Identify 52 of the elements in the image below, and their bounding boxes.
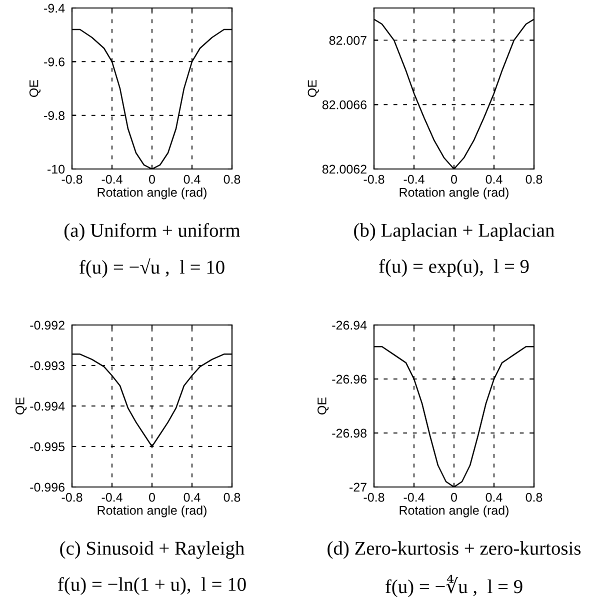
x-tick-label: -0.8 [62,174,82,184]
x-tick-label: -0.4 [102,174,122,184]
y-tick-label: -26.98 [332,428,367,438]
x-tick-label: 0 [451,492,457,502]
y-tick-label: -0.996 [30,482,65,492]
x-tick-label: 0.8 [224,492,240,502]
x-tick-label: -0.8 [364,492,384,502]
y-axis-title: QE [308,80,319,97]
x-tick-label: 0.4 [184,492,200,502]
x-tick-label: 0 [149,492,155,502]
x-tick-label: -0.4 [404,174,424,184]
x-tick-label: -0.8 [364,174,384,184]
x-tick-label: -0.8 [62,492,82,502]
text: f(u) = −√u , l = 10 [80,258,224,278]
x-tick-label: 0.4 [486,492,502,502]
y-tick-label: -0.994 [30,402,65,411]
y-tick-label: -9.4 [44,4,65,13]
text: f(u) = −ln(1 + u), l = 10 [58,577,246,595]
x-axis-title: Rotation angle (rad) [98,506,206,518]
y-tick-label: 82.007 [329,36,366,45]
x-tick-label: 0.4 [184,174,200,184]
text: (c) Sinusoid + Rayleigh [60,541,244,559]
y-tick-label: -0.995 [30,442,65,452]
y-axis-title: QE [29,80,41,97]
x-tick-label: 0.8 [526,492,542,502]
text: (d) Zero-kurtosis + zero-kurtosis [328,541,581,559]
y-axis-title: QE [318,398,329,414]
x-tick-label: -0.4 [404,492,424,502]
y-tick-label: 82.0062 [322,164,366,174]
y-tick-label: -27 [350,482,366,492]
x-axis-title: Rotation angle (rad) [400,188,508,200]
y-tick-label: -0.993 [30,361,65,370]
x-tick-label: 0 [149,174,155,184]
y-tick-label: -9.6 [44,57,65,66]
y-tick-label: -26.94 [332,320,367,330]
x-axis-title: Rotation angle (rad) [98,188,206,200]
x-tick-label: 0.4 [486,174,502,184]
x-tick-label: 0 [451,174,457,184]
y-tick-label: 82.0066 [322,100,367,110]
y-tick-label: -26.96 [332,374,367,384]
y-axis-title: QE [16,398,27,414]
x-tick-label: 0.8 [224,174,240,184]
text: (a) Uniform + uniform [64,223,240,241]
y-tick-label: -0.992 [30,320,64,330]
y-tick-label: -10 [48,164,65,174]
text: f(u) = −∜u , l = 9 [386,574,522,598]
x-tick-label: 0.8 [526,174,542,184]
y-tick-label: -9.8 [44,111,65,120]
x-tick-label: -0.4 [102,492,122,502]
text: (b) Laplacian + Laplacian [354,223,554,241]
text: f(u) = exp(u), l = 9 [379,259,529,277]
x-axis-title: Rotation angle (rad) [400,506,508,518]
